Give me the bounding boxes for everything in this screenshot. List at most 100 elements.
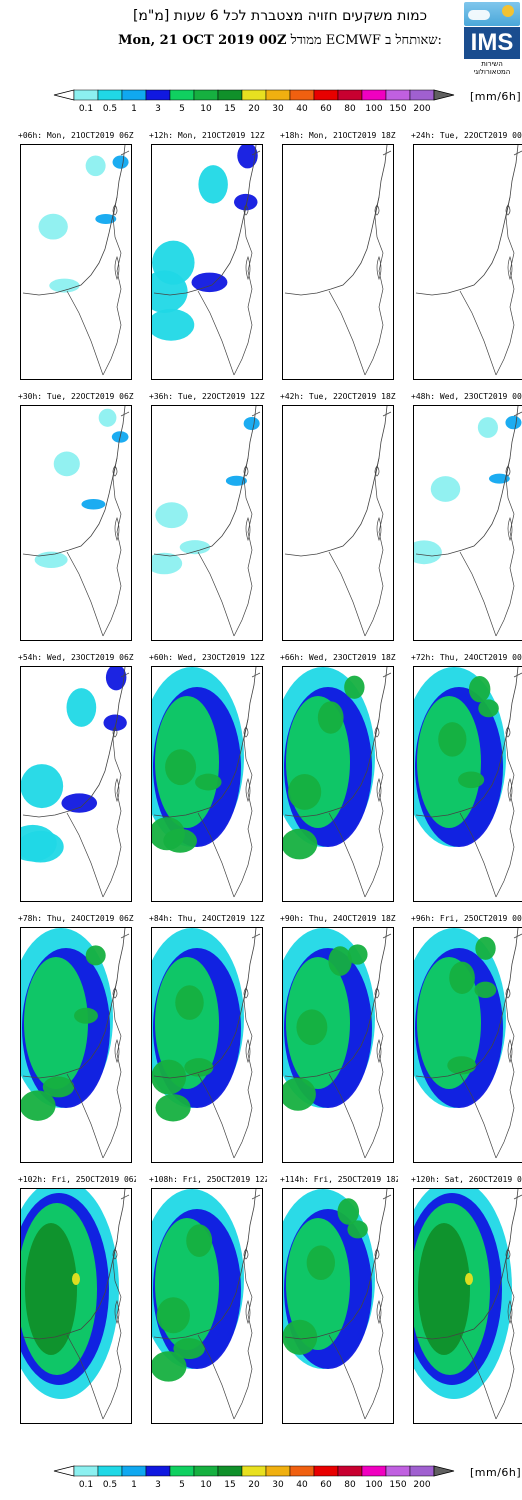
border-line [513, 411, 522, 417]
colorbar-top-swatch [121, 89, 147, 101]
coastline [415, 406, 519, 557]
precip-area [283, 1319, 318, 1355]
border-line [120, 411, 130, 417]
precip-area [105, 667, 127, 691]
panel-map [413, 927, 522, 1163]
forecast-panel: +18h: Mon, 21OCT2019 18Z [280, 131, 396, 380]
panel-label: +102h: Fri, 25OCT2019 06Z [18, 1175, 136, 1184]
colorbar-top-tick: 0.1 [79, 104, 93, 114]
coastline [284, 145, 388, 296]
colorbar-top-tick: 40 [296, 104, 308, 114]
colorbar-top-tick: 0.5 [103, 104, 117, 114]
border-line [513, 672, 522, 678]
colorbar-bottom-svg: 0.1 0.5 1 3 5 10 15 20 30 40 60 80 100 150 200 [53, 1465, 455, 1490]
forecast-panel: +108h: Fri, 25OCT2019 12Z [149, 1175, 267, 1424]
panel-map [151, 1188, 263, 1424]
border-line [328, 812, 366, 898]
lake-outline [243, 1248, 251, 1325]
panel-map-svg [22, 145, 130, 376]
panel-map [282, 405, 394, 641]
colorbar-top-swatch [409, 89, 435, 101]
precip-area [152, 552, 183, 575]
border-line [251, 150, 261, 156]
coastline [22, 928, 126, 1079]
colorbar-bottom-tick: 3 [155, 1480, 161, 1490]
colorbar-bottom-tick: 0.5 [103, 1480, 117, 1490]
colorbar-bottom-swatch [409, 1465, 435, 1477]
colorbar-top-tick: 200 [413, 104, 430, 114]
border-line [120, 933, 130, 939]
forecast-panel: +114h: Fri, 25OCT2019 18Z [280, 1175, 398, 1424]
precip-area [165, 749, 197, 786]
panel-map-svg [22, 406, 130, 637]
panel-map-svg [21, 1189, 130, 1420]
precip-area [175, 985, 204, 1020]
panel-label: +48h: Wed, 23OCT2019 00Z [411, 392, 522, 401]
colorbar-top-swatch [241, 89, 267, 101]
border-line [328, 1073, 366, 1159]
precip-area [328, 946, 352, 976]
border-line [102, 718, 122, 898]
panel-map-svg [152, 1189, 261, 1420]
panel-map [20, 927, 132, 1163]
panel-label: +114h: Fri, 25OCT2019 18Z [280, 1175, 398, 1184]
panel-map-svg [283, 667, 392, 898]
border-line [328, 290, 366, 376]
forecast-panel: +06h: Mon, 21OCT2019 06Z [18, 131, 134, 380]
coastline [415, 145, 519, 296]
precip-area [225, 475, 247, 486]
panel-label: +06h: Mon, 21OCT2019 06Z [18, 131, 134, 140]
border-line [233, 457, 253, 637]
panel-label: +72h: Thu, 24OCT2019 00Z [411, 653, 522, 662]
colorbar-top-end-high [433, 89, 455, 101]
colorbar-bottom-tick: 0.1 [79, 1480, 93, 1490]
colorbar-top-tick: 1 [131, 104, 137, 114]
precip-area [155, 502, 188, 529]
panel-label: +18h: Mon, 21OCT2019 18Z [280, 131, 396, 140]
precip-area [155, 957, 219, 1089]
precip-area [191, 272, 228, 293]
precip-area [438, 722, 467, 757]
panel-map [413, 1188, 522, 1424]
panel-map [413, 144, 522, 380]
colorbar-bottom-tick: 40 [296, 1480, 308, 1490]
precip-area [306, 1245, 336, 1281]
precip-area [85, 155, 106, 177]
precip-area [152, 1059, 187, 1095]
colorbar-top-tick: 150 [389, 104, 406, 114]
lake-outline [374, 465, 382, 542]
precip-area [49, 278, 80, 293]
colorbar-bottom-swatch [169, 1465, 195, 1477]
border-line [513, 150, 522, 156]
precip-area [337, 1198, 360, 1225]
border-line [233, 1240, 253, 1420]
panel-map [20, 1188, 132, 1424]
colorbar-bottom-tick: 80 [344, 1480, 356, 1490]
border-line [328, 551, 366, 637]
border-line [495, 718, 515, 898]
panel-map-svg [414, 406, 522, 637]
panel-map [413, 666, 522, 902]
panel-map [282, 927, 394, 1163]
precip-area [317, 701, 344, 734]
panel-label: +66h: Wed, 23OCT2019 18Z [280, 653, 396, 662]
panel-label: +84h: Thu, 24OCT2019 12Z [149, 914, 265, 923]
precip-area [155, 1094, 191, 1122]
precip-area [42, 1076, 75, 1098]
panel-label: +12h: Mon, 21OCT2019 12Z [149, 131, 265, 140]
border-line [102, 1240, 122, 1420]
lake-outline [505, 1248, 513, 1325]
border-line [233, 196, 253, 376]
forecast-panel: +84h: Thu, 24OCT2019 12Z [149, 914, 265, 1163]
border-line [513, 1194, 522, 1200]
precip-area [98, 408, 117, 427]
border-line [251, 933, 261, 939]
colorbar-bottom-swatch [145, 1465, 171, 1477]
forecast-panel: +102h: Fri, 25OCT2019 06Z [18, 1175, 136, 1424]
border-line [66, 1073, 104, 1159]
coastline [153, 406, 257, 557]
lake-outline [243, 465, 251, 542]
border-line [251, 672, 261, 678]
precip-area [152, 240, 195, 285]
precip-area [237, 145, 258, 169]
